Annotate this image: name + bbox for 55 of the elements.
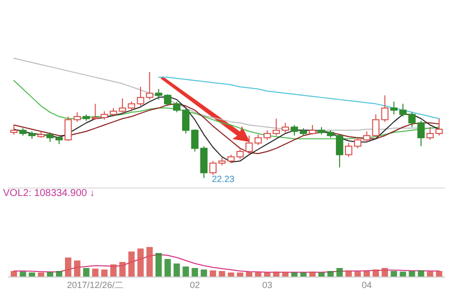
bar bbox=[101, 270, 108, 277]
bar bbox=[155, 253, 162, 277]
bar bbox=[146, 247, 153, 277]
candlestick bbox=[336, 134, 344, 168]
bar bbox=[291, 272, 298, 277]
candlestick bbox=[118, 98, 126, 115]
bar bbox=[200, 270, 208, 277]
bar bbox=[83, 268, 90, 277]
bar bbox=[137, 248, 144, 277]
candlestick bbox=[308, 124, 316, 136]
candlestick bbox=[435, 118, 443, 136]
bar bbox=[364, 271, 370, 277]
bar bbox=[164, 259, 171, 277]
bar bbox=[264, 272, 270, 277]
candlestick bbox=[417, 120, 425, 147]
bar bbox=[56, 271, 62, 277]
candlestick bbox=[399, 103, 407, 118]
x-tick-label: 2017/12/26/二 bbox=[67, 280, 124, 290]
candlestick bbox=[390, 101, 398, 115]
candlestick bbox=[136, 86, 144, 106]
bar bbox=[345, 270, 352, 277]
candlestick bbox=[46, 132, 54, 142]
candlestick bbox=[10, 124, 18, 136]
bar bbox=[372, 270, 379, 277]
bar bbox=[282, 272, 288, 277]
bar bbox=[336, 268, 343, 277]
bar bbox=[354, 272, 361, 277]
candlestick bbox=[146, 72, 154, 100]
bar bbox=[74, 260, 80, 277]
chart-title: VOL2: 108334.900 ↓ bbox=[3, 188, 95, 199]
bar bbox=[174, 264, 180, 277]
bar bbox=[192, 268, 198, 277]
candlestick bbox=[426, 126, 434, 140]
bar bbox=[390, 271, 398, 277]
annotation: 22.23 bbox=[212, 174, 234, 184]
bar bbox=[128, 252, 135, 277]
candlestick bbox=[408, 112, 416, 128]
bar bbox=[382, 268, 388, 277]
candlestick bbox=[209, 160, 217, 176]
bar bbox=[300, 272, 307, 277]
candlestick bbox=[236, 148, 244, 160]
bar bbox=[110, 264, 117, 277]
bar bbox=[182, 266, 189, 277]
bar bbox=[92, 268, 98, 277]
bar bbox=[119, 262, 126, 277]
candlestick bbox=[128, 101, 136, 112]
bar bbox=[65, 258, 72, 277]
bar bbox=[255, 272, 262, 277]
bar bbox=[10, 271, 18, 277]
bar bbox=[273, 272, 280, 277]
x-tick-label: 04 bbox=[362, 280, 372, 290]
x-tick-label: 02 bbox=[190, 280, 200, 290]
bar bbox=[436, 271, 442, 277]
x-tick-label: 03 bbox=[262, 280, 272, 290]
bar bbox=[246, 272, 252, 277]
